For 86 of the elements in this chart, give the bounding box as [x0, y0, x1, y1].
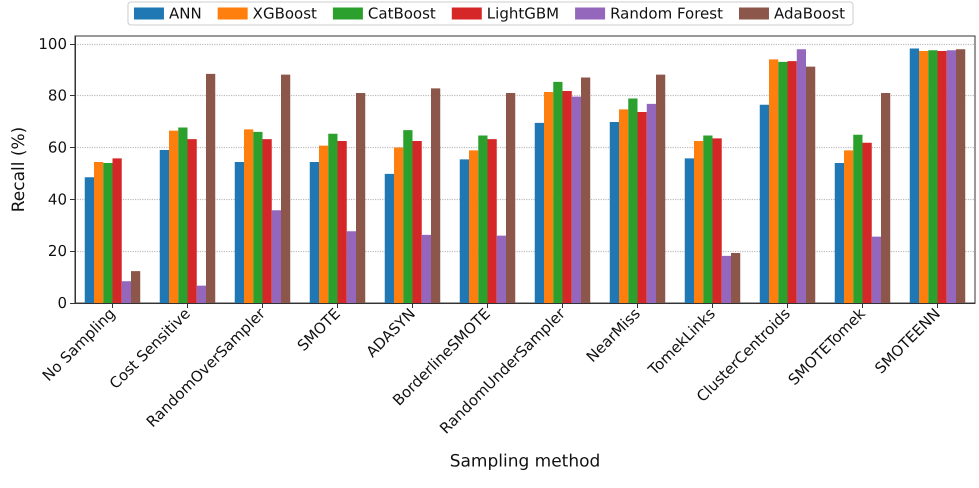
y-tick-label: 80: [48, 86, 67, 105]
bar: [319, 146, 328, 303]
bar: [788, 61, 797, 303]
bar: [234, 162, 244, 303]
bar: [572, 96, 581, 303]
legend-label: Random Forest: [610, 4, 724, 22]
bar: [619, 109, 628, 303]
bar: [862, 142, 872, 303]
bar: [84, 177, 94, 303]
legend-label: CatBoost: [368, 4, 436, 22]
legend-label: AdaBoost: [774, 4, 846, 22]
bar: [684, 158, 694, 303]
bar: [919, 51, 928, 303]
bar: [469, 150, 478, 303]
bar: [338, 140, 347, 303]
bar: [703, 136, 712, 303]
bar: [910, 48, 919, 303]
bar: [356, 93, 366, 303]
bar: [722, 256, 731, 303]
bar: [496, 236, 506, 303]
bar: [188, 139, 197, 303]
bar: [488, 139, 497, 303]
bar: [272, 210, 281, 303]
bar: [506, 93, 516, 303]
bar: [553, 82, 562, 303]
bar: [422, 234, 431, 303]
bar: [122, 281, 131, 303]
bar: [534, 122, 544, 303]
bar: [581, 77, 590, 303]
y-tick-label: 40: [48, 190, 67, 208]
bar: [881, 93, 890, 303]
bar: [244, 129, 254, 303]
bar: [956, 49, 966, 303]
x-axis-title: Sampling method: [450, 452, 600, 472]
bar: [694, 140, 704, 303]
y-tick-label: 20: [48, 242, 67, 260]
bar: [646, 104, 656, 303]
legend-label: ANN: [168, 4, 202, 22]
bar: [478, 136, 488, 303]
bar: [310, 162, 319, 303]
bar: [328, 134, 338, 303]
bar: [628, 98, 638, 303]
y-tick-label: 60: [48, 138, 67, 156]
bar: [412, 140, 422, 303]
bar: [460, 159, 469, 303]
bar: [712, 138, 722, 303]
bar: [94, 162, 104, 303]
bar: [928, 50, 938, 303]
bar: [206, 74, 216, 303]
bar: [656, 74, 666, 303]
bar: [760, 104, 769, 303]
bar: [131, 271, 140, 303]
bar: [384, 174, 394, 303]
bar: [834, 163, 844, 303]
bar: [796, 49, 806, 303]
bar: [394, 147, 404, 303]
bar: [638, 112, 647, 303]
bar: [610, 122, 619, 303]
bar: [178, 128, 188, 303]
bar: [103, 163, 112, 303]
bar: [769, 59, 778, 303]
bar: [778, 62, 788, 303]
bar: [872, 236, 881, 303]
legend-label: XGBoost: [252, 4, 318, 22]
y-tick-label: 100: [38, 34, 67, 53]
bar: [731, 252, 740, 303]
bar: [403, 130, 412, 303]
bar: [938, 51, 947, 303]
bar: [853, 134, 862, 303]
bar: [281, 74, 290, 303]
bar: [544, 92, 554, 303]
bar: [169, 130, 178, 303]
bar: [806, 66, 816, 303]
bar: [160, 150, 169, 303]
bar: [562, 90, 572, 303]
bar: [431, 88, 440, 303]
bar: [946, 50, 956, 303]
bar: [346, 231, 356, 303]
legend-label: LightGBM: [486, 4, 560, 22]
y-axis-title: Recall (%): [8, 126, 29, 212]
bar: [196, 286, 206, 303]
bar: [112, 158, 122, 303]
bar: [253, 132, 262, 303]
bar: [844, 150, 854, 303]
bar: [262, 139, 272, 303]
y-tick-label: 0: [57, 294, 67, 312]
